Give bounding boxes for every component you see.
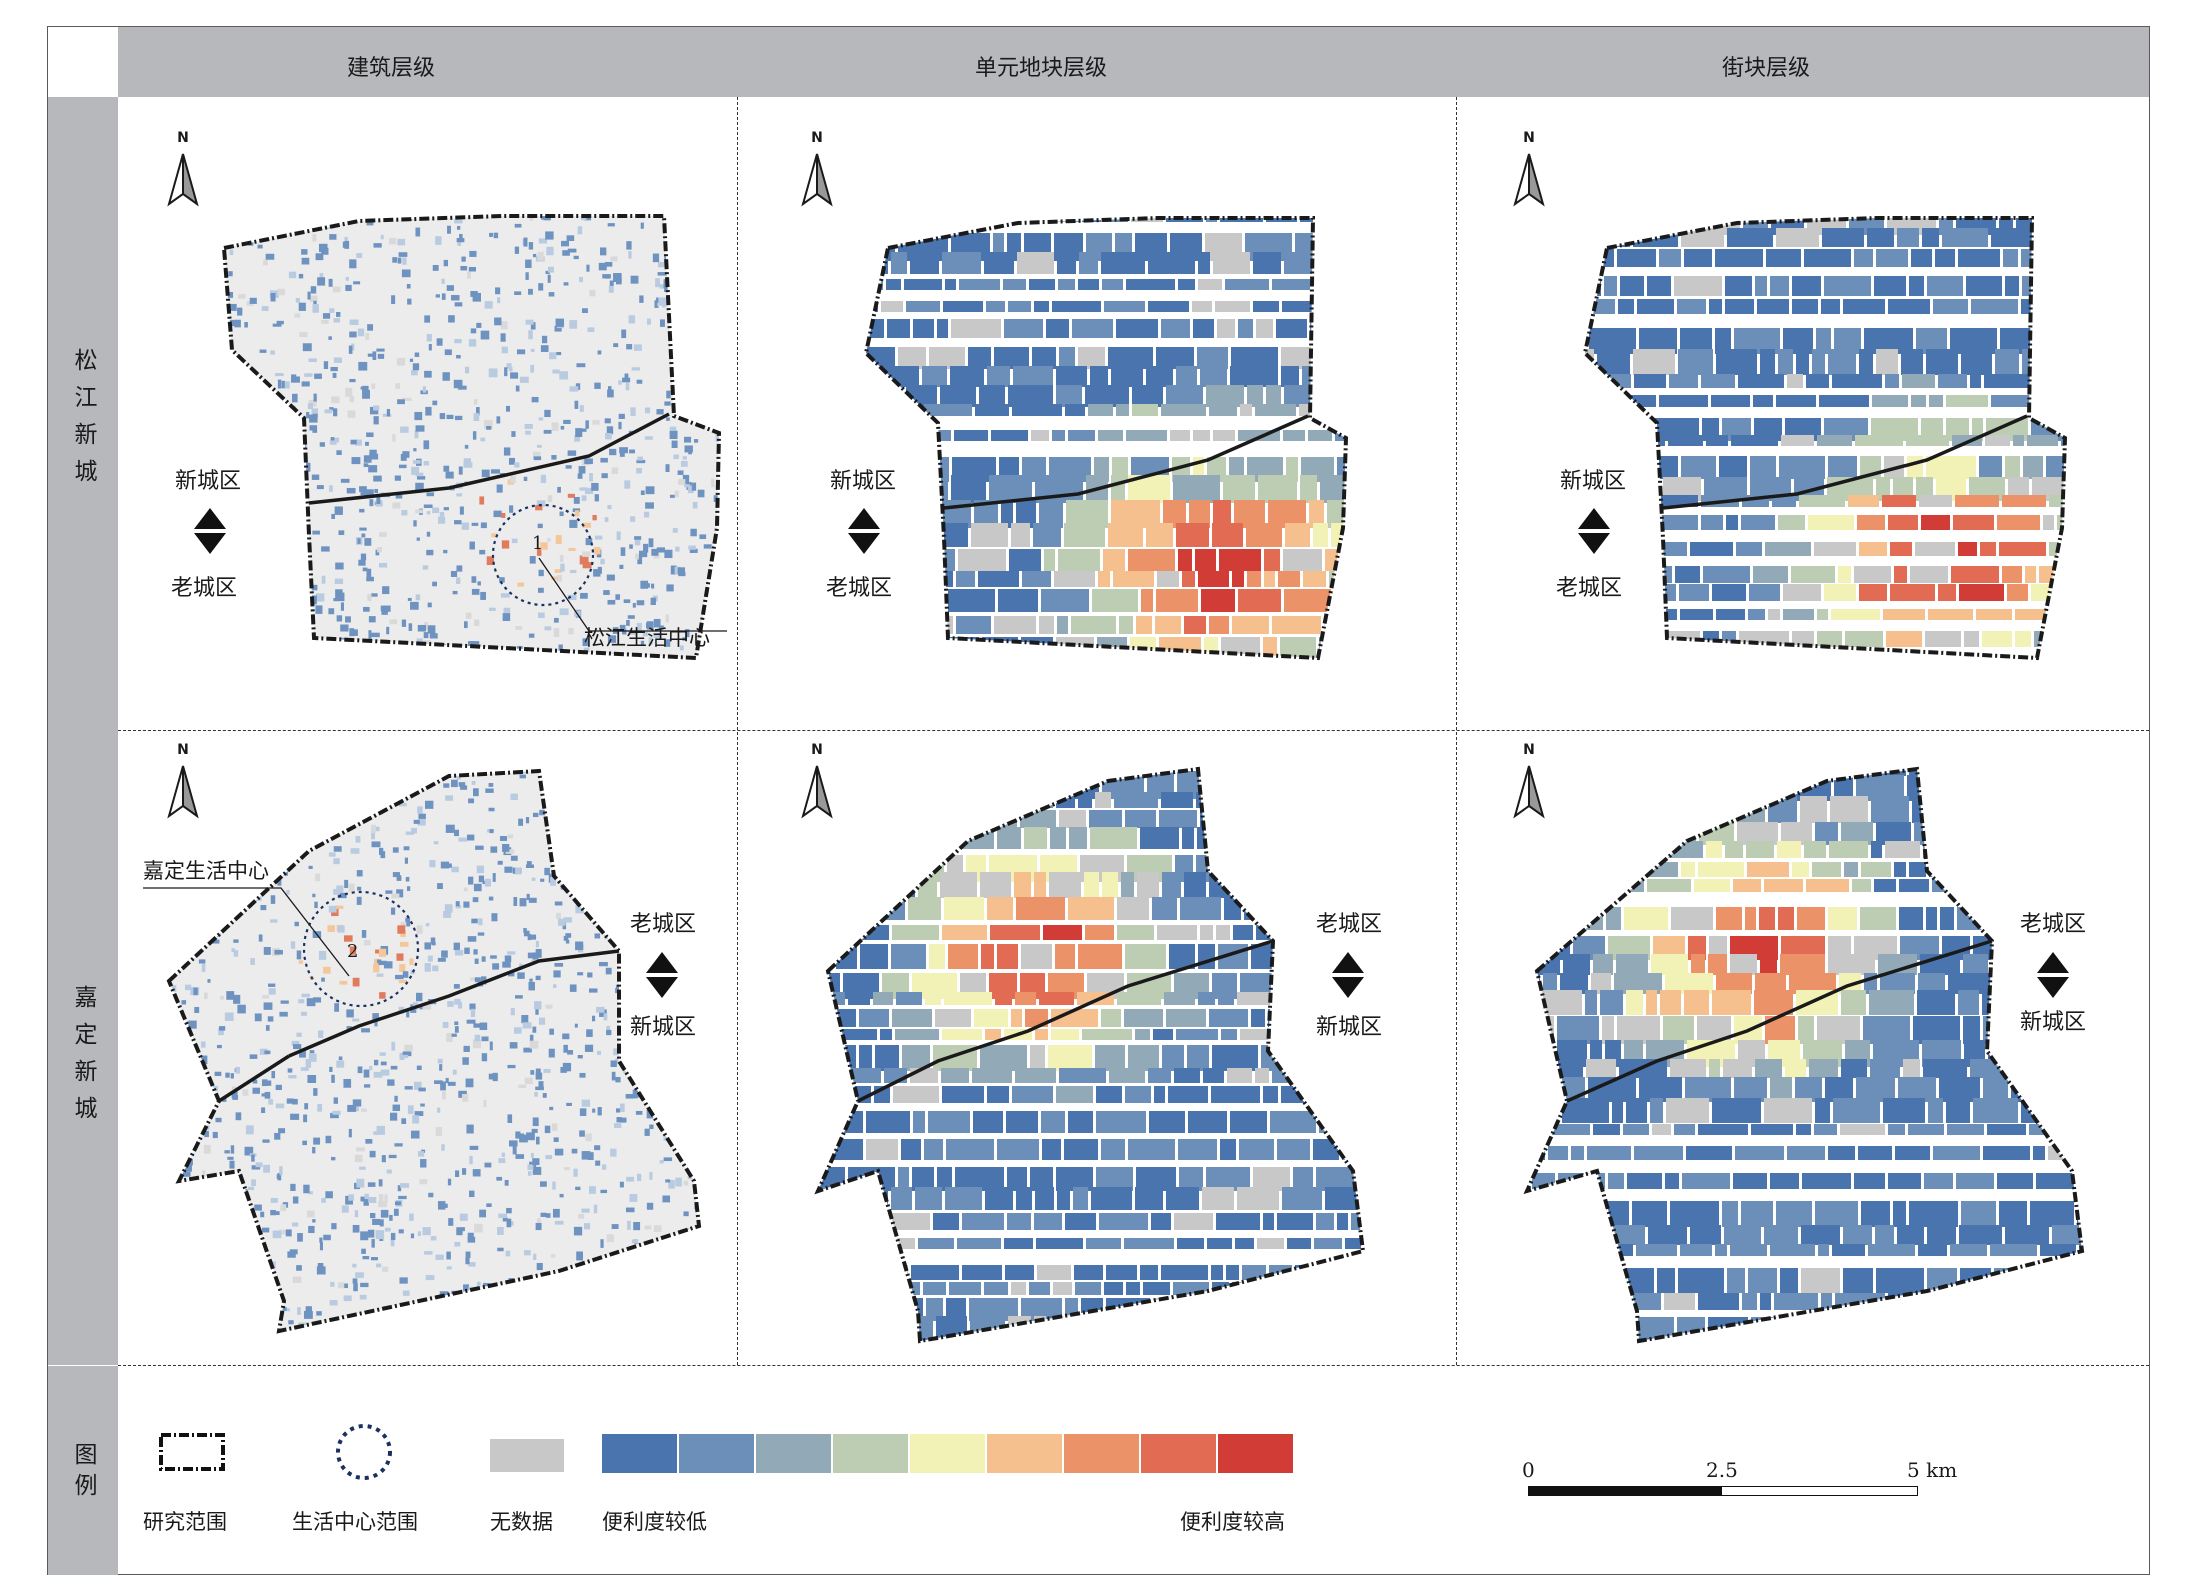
map-panel-songjiang-block: [1457, 98, 2149, 730]
north-arrow-icon: N: [161, 130, 205, 216]
ramp-class-2: [679, 1434, 754, 1473]
north-arrow-icon: N: [161, 742, 205, 828]
label-old-district: 老城区: [171, 570, 237, 602]
legend-label-no-data: 无数据: [490, 1506, 553, 1536]
jiading-building-map: [119, 731, 737, 1365]
callout-jiading-center: 嘉定生活中心: [143, 855, 269, 885]
map-panel-jiading-building: 2 嘉定生活中心: [119, 731, 737, 1365]
grid-divider: [118, 1365, 2149, 1366]
study-area-symbol-icon: [158, 1431, 228, 1475]
legend-label-study-area: 研究范围: [143, 1506, 227, 1536]
row-title-jiading: 嘉定新城: [66, 985, 100, 1133]
no-data-swatch: [490, 1439, 564, 1472]
ramp-class-6: [987, 1434, 1062, 1473]
jiading-unit-map: [738, 731, 1456, 1365]
north-arrow-icon: N: [795, 742, 839, 828]
label-new-district: 新城区: [1560, 463, 1626, 495]
north-arrow-icon: N: [1507, 130, 1551, 216]
scale-tick-end: 5 km: [1907, 1458, 1957, 1482]
scale-bar: [1528, 1486, 1918, 1496]
ramp-class-8: [1141, 1434, 1216, 1473]
label-new-district: 新城区: [2020, 1004, 2086, 1036]
row-header-bar: [48, 97, 118, 1365]
legend-label-life-center: 生活中心范围: [292, 1506, 418, 1536]
songjiang-unit-map: [738, 98, 1456, 730]
map-panel-jiading-unit: [738, 731, 1456, 1365]
legend-label-high: 便利度较高: [1180, 1506, 1285, 1536]
label-old-district: 老城区: [2020, 906, 2086, 938]
swap-arrow-icon: [645, 950, 679, 1000]
swap-arrow-icon: [847, 506, 881, 556]
map-panel-jiading-block: [1457, 731, 2149, 1365]
songjiang-block-map: [1457, 98, 2149, 730]
map-marker-1: 1: [532, 533, 543, 554]
swap-arrow-icon: [193, 506, 227, 556]
label-new-district: 新城区: [1316, 1009, 1382, 1041]
convenience-color-ramp: [602, 1434, 1295, 1473]
label-old-district: 老城区: [826, 570, 892, 602]
ramp-class-4: [833, 1434, 908, 1473]
map-panel-songjiang-unit: [738, 98, 1456, 730]
label-new-district: 新城区: [830, 463, 896, 495]
label-old-district: 老城区: [1316, 906, 1382, 938]
jiading-block-map: [1457, 731, 2149, 1365]
ramp-class-3: [756, 1434, 831, 1473]
label-new-district: 新城区: [175, 463, 241, 495]
column-title-building: 建筑层级: [347, 50, 435, 82]
ramp-class-7: [1064, 1434, 1139, 1473]
scale-tick-mid: 2.5: [1706, 1458, 1738, 1482]
label-old-district: 老城区: [630, 906, 696, 938]
life-center-symbol-icon: [334, 1422, 394, 1482]
label-old-district: 老城区: [1556, 570, 1622, 602]
north-arrow-icon: N: [795, 130, 839, 216]
label-new-district: 新城区: [630, 1009, 696, 1041]
scale-tick-0: 0: [1522, 1458, 1535, 1482]
ramp-class-9: [1218, 1434, 1293, 1473]
map-marker-2: 2: [347, 941, 358, 962]
legend-label-low: 便利度较低: [602, 1506, 707, 1536]
callout-songjiang-center: 松江生活中心: [584, 622, 710, 652]
swap-arrow-icon: [1577, 506, 1611, 556]
column-title-unit-plot: 单元地块层级: [975, 50, 1107, 82]
row-title-songjiang: 松江新城: [66, 348, 100, 496]
ramp-class-5: [910, 1434, 985, 1473]
swap-arrow-icon: [1331, 950, 1365, 1000]
north-arrow-icon: N: [1507, 742, 1551, 828]
map-panel-songjiang-building: 1 松江生活中心: [119, 98, 737, 730]
ramp-class-1: [602, 1434, 677, 1473]
row-title-legend: 图例: [66, 1442, 100, 1504]
swap-arrow-icon: [2036, 950, 2070, 1000]
column-title-block: 街块层级: [1722, 50, 1810, 82]
